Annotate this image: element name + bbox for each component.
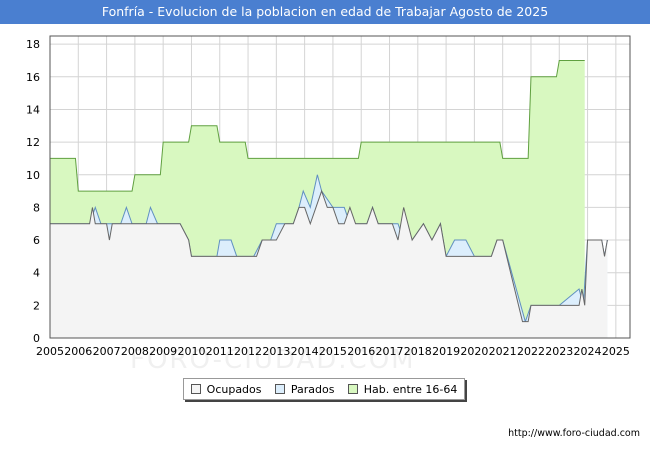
legend-swatch-hab	[347, 384, 358, 394]
y-tick-label: 8	[33, 201, 40, 214]
y-tick-label: 4	[33, 267, 40, 280]
x-tick-label: 2020	[460, 345, 488, 358]
x-tick-label: 2014	[291, 345, 319, 358]
chart-area: 2005 2006 2007 2008 2009 2010 2011 2012 2013 2014…	[26, 35, 631, 358]
x-tick-label: 2008	[121, 345, 149, 358]
legend-item-parados: Parados	[274, 382, 335, 396]
legend-item-hab: Hab. entre 16-64	[347, 382, 458, 396]
y-tick-label: 6	[33, 234, 40, 247]
y-tick-label: 10	[26, 169, 40, 182]
y-tick-label: 0	[33, 332, 40, 345]
y-tick-label: 16	[26, 71, 40, 84]
legend-label-parados: Parados	[290, 382, 335, 396]
y-tick-label: 12	[26, 136, 40, 149]
x-tick-label: 2010	[177, 345, 205, 358]
x-tick-label: 2019	[432, 345, 460, 358]
x-tick-label: 2009	[149, 345, 177, 358]
y-tick-label: 14	[26, 103, 40, 116]
x-tick-label: 2024	[574, 345, 602, 358]
title-bar	[0, 0, 650, 24]
x-tick-label: 2005	[36, 345, 64, 358]
x-tick-label: 2007	[93, 345, 121, 358]
legend-item-ocupados: Ocupados	[190, 382, 262, 396]
y-tick-label: 18	[26, 38, 40, 51]
x-tick-label: 2015	[319, 345, 347, 358]
x-tick-label: 2006	[64, 345, 92, 358]
legend: Ocupados Parados Hab. entre 16-64	[183, 378, 465, 400]
x-tick-label: 2011	[206, 345, 234, 358]
x-tick-label: 2023	[545, 345, 573, 358]
x-tick-label: 2025	[602, 345, 630, 358]
legend-swatch-ocupados	[190, 384, 201, 394]
legend-label-hab: Hab. entre 16-64	[363, 382, 458, 396]
area-layer	[50, 59, 608, 339]
legend-swatch-parados	[274, 384, 285, 394]
x-tick-label: 2022	[517, 345, 545, 358]
footer-url: http://www.foro-ciudad.com	[508, 428, 640, 439]
x-tick-label: 2017	[376, 345, 404, 358]
legend-label-ocupados: Ocupados	[206, 382, 262, 396]
x-tick-label: 2016	[347, 345, 375, 358]
axis-layer: 2005 2006 2007 2008 2009 2010 2011 2012 2013 2014…	[26, 35, 631, 358]
line-hab-entre-16-64	[50, 59, 585, 192]
line-ocupados	[50, 189, 608, 323]
x-tick-label: 2021	[489, 345, 517, 358]
x-tick-label: 2012	[234, 345, 262, 358]
area-ocupados	[50, 191, 608, 338]
x-tick-label: 2018	[404, 345, 432, 358]
watermark: FORO-CIUDAD.COM	[130, 345, 416, 375]
chart-title: Fonfría - Evolucion de la poblacion en e…	[101, 4, 549, 19]
plot-border	[49, 35, 631, 339]
x-tick-label: 2013	[262, 345, 290, 358]
y-tick-label: 2	[33, 299, 40, 312]
